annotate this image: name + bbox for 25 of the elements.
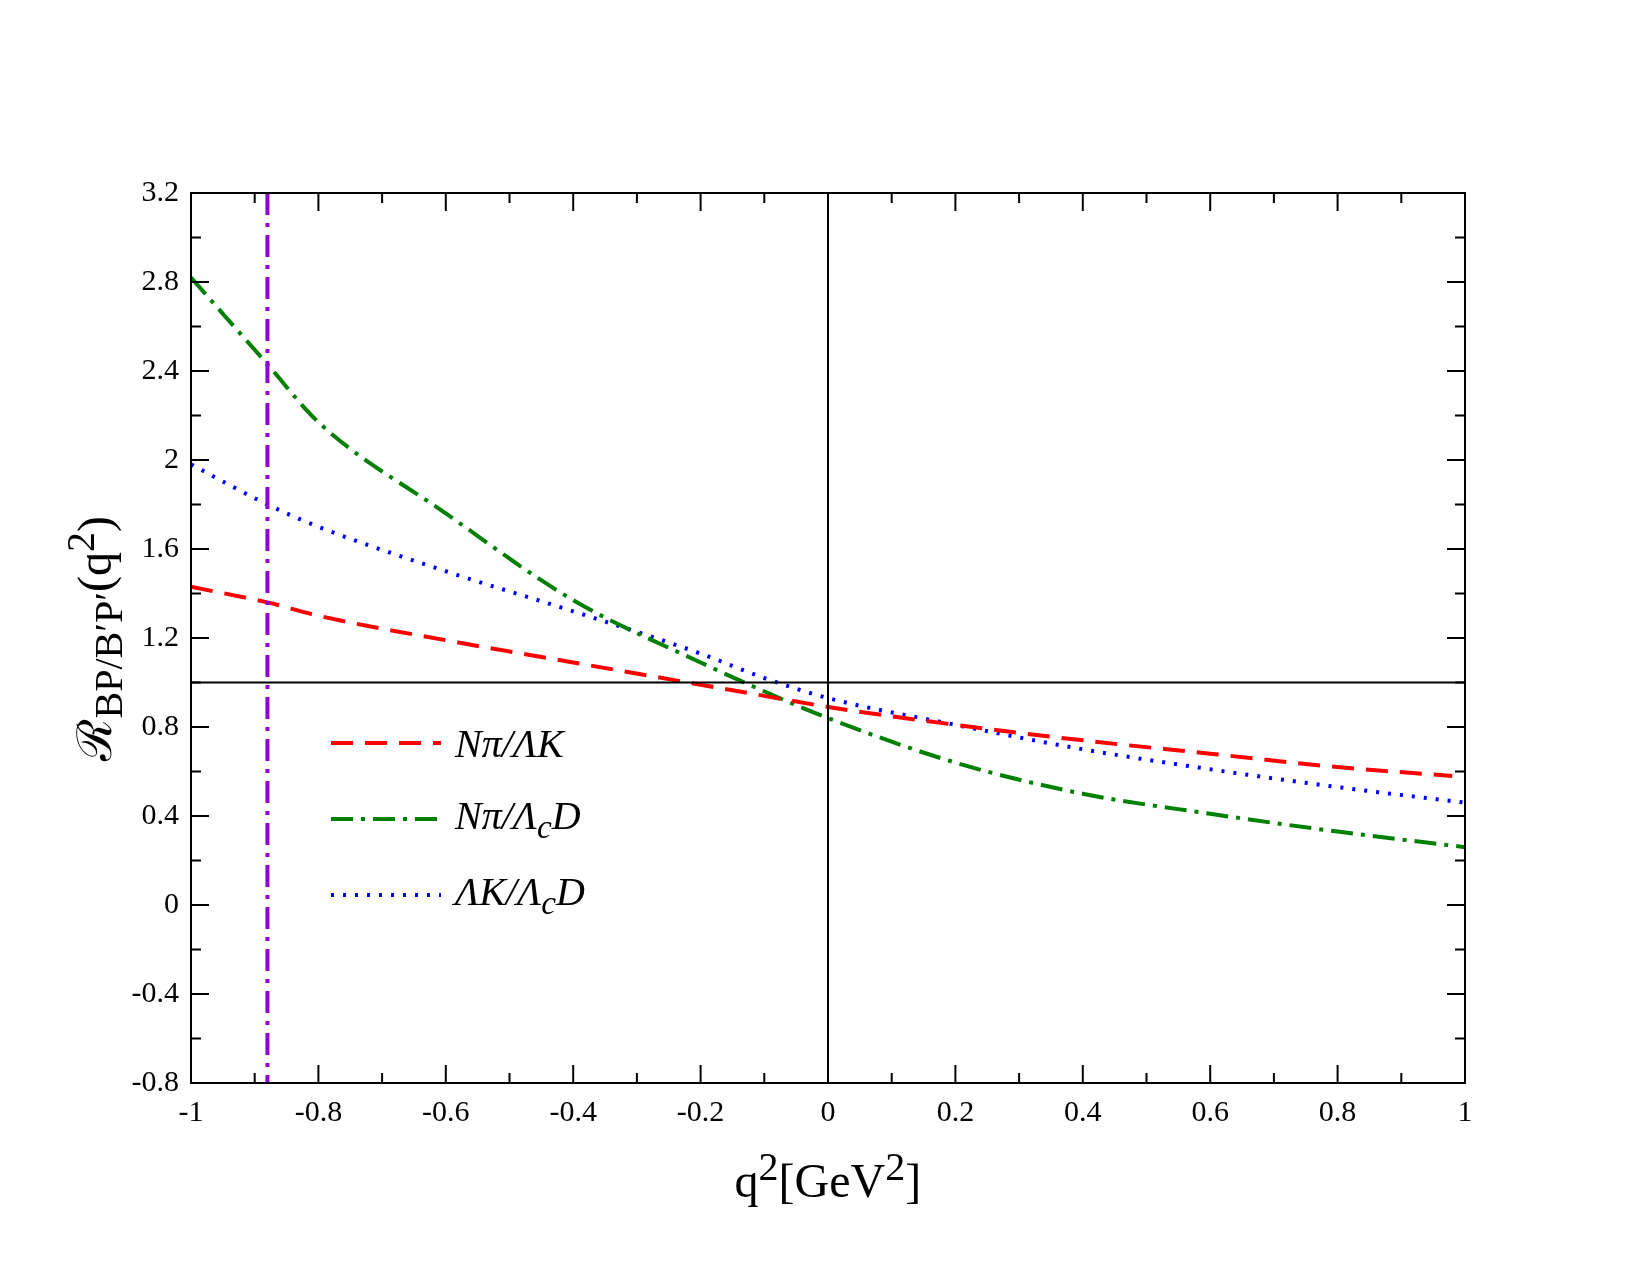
x-tick-label: 0.6 [1191,1093,1229,1127]
x-tick-label: -0.2 [676,1093,725,1127]
y-tick-label: 1.6 [141,529,179,563]
x-tick-label: -0.4 [549,1093,597,1127]
x-tick-label: 0 [820,1093,836,1127]
legend-label: Nπ/ΛK [455,719,564,767]
y-tick-label: 0 [164,885,179,919]
x-tick-label: -0.8 [294,1093,343,1127]
y-tick-label: 0.4 [141,796,179,830]
y-tick-label: 2 [164,440,179,474]
y-tick-label: 2.8 [141,262,179,296]
y-tick-label: 2.4 [141,351,179,385]
x-tick-label: 1 [1457,1093,1473,1127]
y-tick-label: 3.2 [141,173,179,207]
x-tick-label: -0.6 [422,1093,470,1127]
y-tick-label: 0.8 [141,707,179,741]
x-tick-label: -1 [178,1093,204,1127]
x-tick-label: 0.4 [1064,1093,1102,1127]
y-tick-label: -0.4 [131,974,179,1008]
x-tick-label: 0.8 [1318,1093,1357,1127]
legend-label: Nπ/Λ$_{c}$D [455,792,581,846]
y-tick-label: 1.2 [141,618,179,652]
x-axis-title: q$^{2}$[GeV$^{2}$] [734,1143,922,1208]
y-tick-label: -0.8 [131,1063,179,1097]
x-tick-label: 0.2 [936,1093,975,1127]
